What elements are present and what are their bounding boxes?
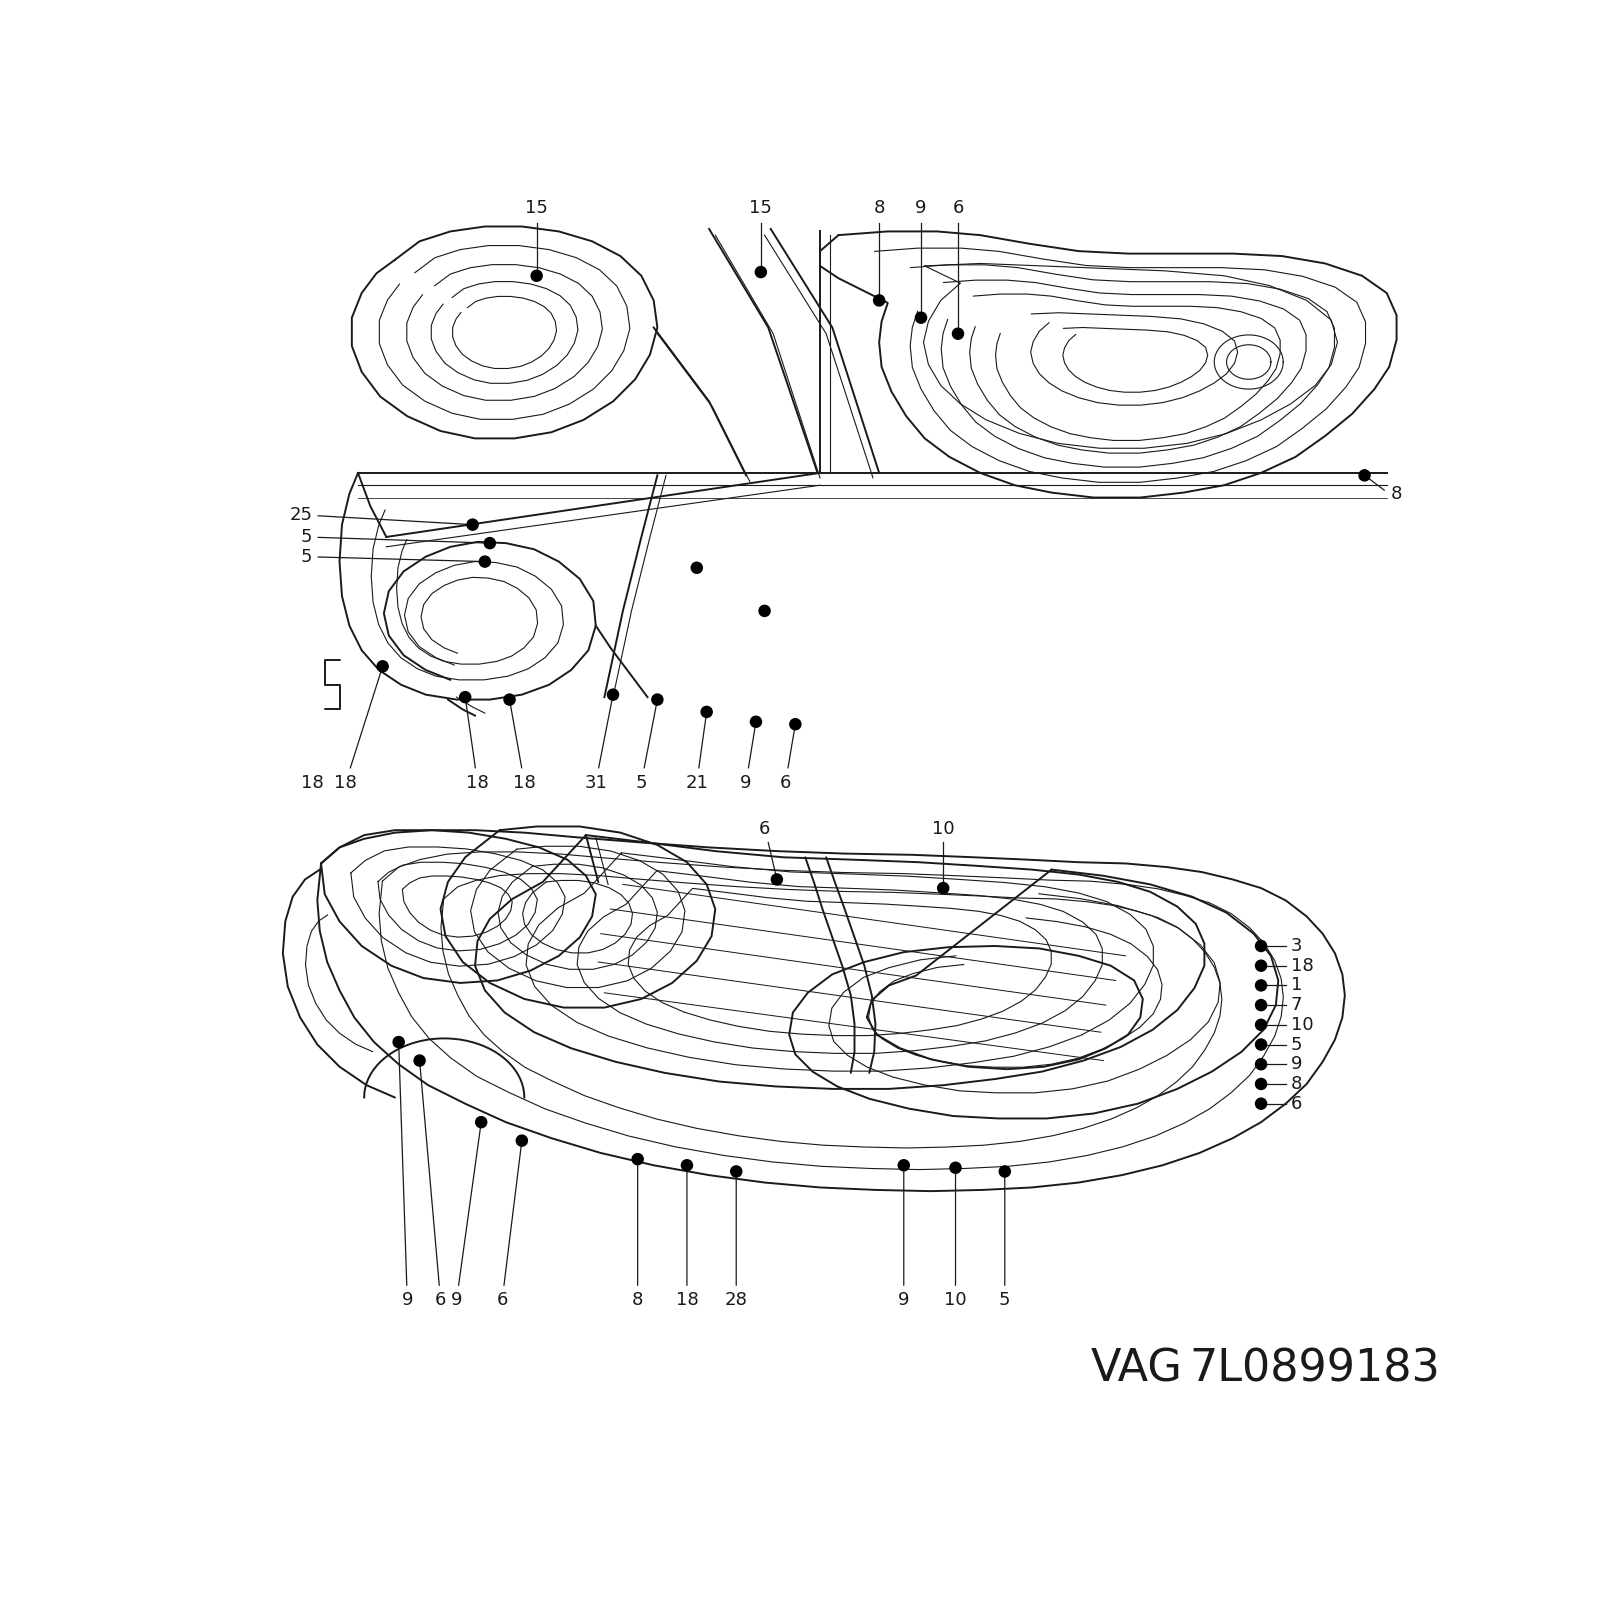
Circle shape <box>632 1154 643 1165</box>
Text: 7L0899183: 7L0899183 <box>1189 1347 1440 1390</box>
Circle shape <box>874 294 885 306</box>
Circle shape <box>1358 470 1370 482</box>
Circle shape <box>1256 1038 1267 1050</box>
Text: 18: 18 <box>301 773 323 792</box>
Text: 8: 8 <box>874 198 885 216</box>
Circle shape <box>378 661 389 672</box>
Circle shape <box>531 270 542 282</box>
Text: 18: 18 <box>510 702 536 792</box>
Text: 9: 9 <box>915 198 926 216</box>
Circle shape <box>915 312 926 323</box>
Text: 8: 8 <box>1390 485 1402 502</box>
Circle shape <box>459 691 470 702</box>
Circle shape <box>1256 1059 1267 1070</box>
Text: 18: 18 <box>675 1168 698 1309</box>
Circle shape <box>790 718 802 730</box>
Circle shape <box>1256 979 1267 990</box>
Circle shape <box>1256 960 1267 971</box>
Text: 1: 1 <box>1291 976 1302 995</box>
Text: VAG: VAG <box>1091 1347 1182 1390</box>
Circle shape <box>414 1054 426 1066</box>
Circle shape <box>731 1166 742 1178</box>
Circle shape <box>682 1160 693 1171</box>
Text: 6: 6 <box>952 198 963 216</box>
Text: 5: 5 <box>998 1174 1011 1309</box>
Circle shape <box>950 1162 962 1173</box>
Text: 10: 10 <box>1291 1016 1314 1034</box>
Text: 6: 6 <box>1291 1094 1302 1112</box>
Text: 28: 28 <box>725 1174 747 1309</box>
Text: 6: 6 <box>758 819 770 837</box>
Text: 25: 25 <box>290 506 470 525</box>
Circle shape <box>485 538 496 549</box>
Circle shape <box>1256 1098 1267 1109</box>
Text: 9: 9 <box>451 1125 482 1309</box>
Circle shape <box>755 267 766 278</box>
Circle shape <box>467 518 478 530</box>
Circle shape <box>1256 941 1267 952</box>
Text: 21: 21 <box>685 715 709 792</box>
Text: 5: 5 <box>635 702 658 792</box>
Circle shape <box>504 694 515 706</box>
Text: 5: 5 <box>1291 1035 1302 1053</box>
Circle shape <box>750 717 762 728</box>
Text: 18: 18 <box>466 699 490 792</box>
Circle shape <box>1256 1078 1267 1090</box>
Text: 15: 15 <box>525 198 549 216</box>
Circle shape <box>701 706 712 717</box>
Text: 3: 3 <box>1291 938 1302 955</box>
Text: 6: 6 <box>779 726 795 792</box>
Circle shape <box>1256 1019 1267 1030</box>
Circle shape <box>952 328 963 339</box>
Circle shape <box>608 690 619 701</box>
Text: 8: 8 <box>632 1162 643 1309</box>
Circle shape <box>758 605 770 616</box>
Text: 5: 5 <box>301 547 482 566</box>
Text: 9: 9 <box>741 725 755 792</box>
Text: 31: 31 <box>584 698 613 792</box>
Text: 9: 9 <box>898 1168 909 1309</box>
Circle shape <box>691 562 702 573</box>
Circle shape <box>771 874 782 885</box>
Text: 9: 9 <box>1291 1056 1302 1074</box>
Text: 15: 15 <box>749 198 773 216</box>
Text: 8: 8 <box>1291 1075 1302 1093</box>
Circle shape <box>517 1134 528 1146</box>
Text: 10: 10 <box>944 1171 966 1309</box>
Text: 18: 18 <box>334 669 382 792</box>
Text: 9: 9 <box>398 1045 413 1309</box>
Circle shape <box>1000 1166 1010 1178</box>
Text: 7: 7 <box>1291 997 1302 1014</box>
Circle shape <box>651 694 662 706</box>
Text: 10: 10 <box>931 819 955 837</box>
Circle shape <box>394 1037 405 1048</box>
Text: 6: 6 <box>496 1144 522 1309</box>
Circle shape <box>480 557 491 566</box>
Circle shape <box>1256 1000 1267 1011</box>
Circle shape <box>898 1160 909 1171</box>
Text: 18: 18 <box>1291 957 1314 974</box>
Text: 5: 5 <box>301 528 486 546</box>
Circle shape <box>475 1117 486 1128</box>
Text: 6: 6 <box>419 1064 446 1309</box>
Circle shape <box>938 883 949 894</box>
